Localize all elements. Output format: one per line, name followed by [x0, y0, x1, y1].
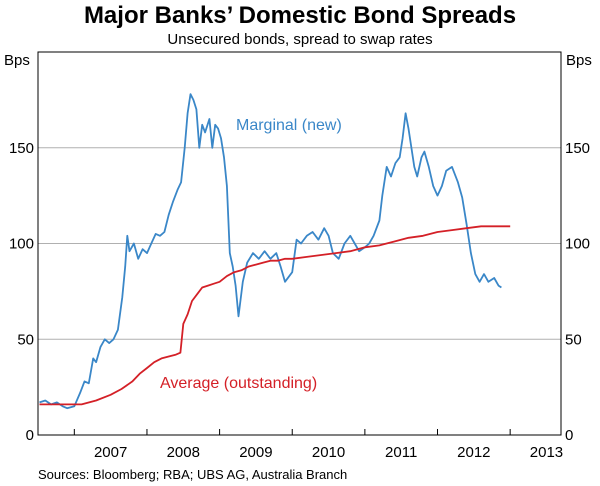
y-axis-label-left: Bps: [4, 52, 30, 69]
chart-subtitle: Unsecured bonds, spread to swap rates: [167, 31, 432, 48]
x-ticks: 2007 2008 2009 2010 2011 2012 2013: [73, 429, 563, 461]
y-tick-label-left: 0: [26, 427, 34, 444]
y-tick-label-left: 150: [9, 140, 34, 157]
y-tick-label-right: 100: [565, 236, 590, 253]
chart-title: Major Banks’ Domestic Bond Spreads: [84, 2, 516, 29]
x-tick-label: 2013: [530, 444, 563, 461]
x-tick-label: 2012: [457, 444, 490, 461]
source-note: Sources: Bloomberg; RBA; UBS AG, Austral…: [38, 467, 347, 482]
y-tick-label-left: 50: [17, 331, 34, 348]
series-lines: [39, 93, 511, 410]
y-tick-label-right: 150: [565, 140, 590, 157]
y-tick-label-right: 0: [565, 427, 573, 444]
y-tick-label-left: 100: [9, 236, 34, 253]
series-line: [39, 225, 511, 406]
x-tick-label: 2010: [312, 444, 345, 461]
marginal-series-label: Marginal (new): [236, 117, 342, 134]
x-tick-label: 2009: [239, 444, 272, 461]
y-ticks: 0 0 50 50 100 100 150 150: [9, 140, 590, 444]
x-tick-label: 2011: [385, 444, 417, 461]
y-tick-label-right: 50: [565, 331, 582, 348]
x-tick-label: 2007: [94, 444, 127, 461]
grid-lines: [38, 147, 561, 340]
plot-frame: [37, 51, 562, 436]
y-axis-label-right: Bps: [566, 52, 592, 69]
series-line: [39, 93, 502, 410]
x-tick-label: 2008: [167, 444, 200, 461]
average-series-label: Average (outstanding): [160, 375, 317, 392]
